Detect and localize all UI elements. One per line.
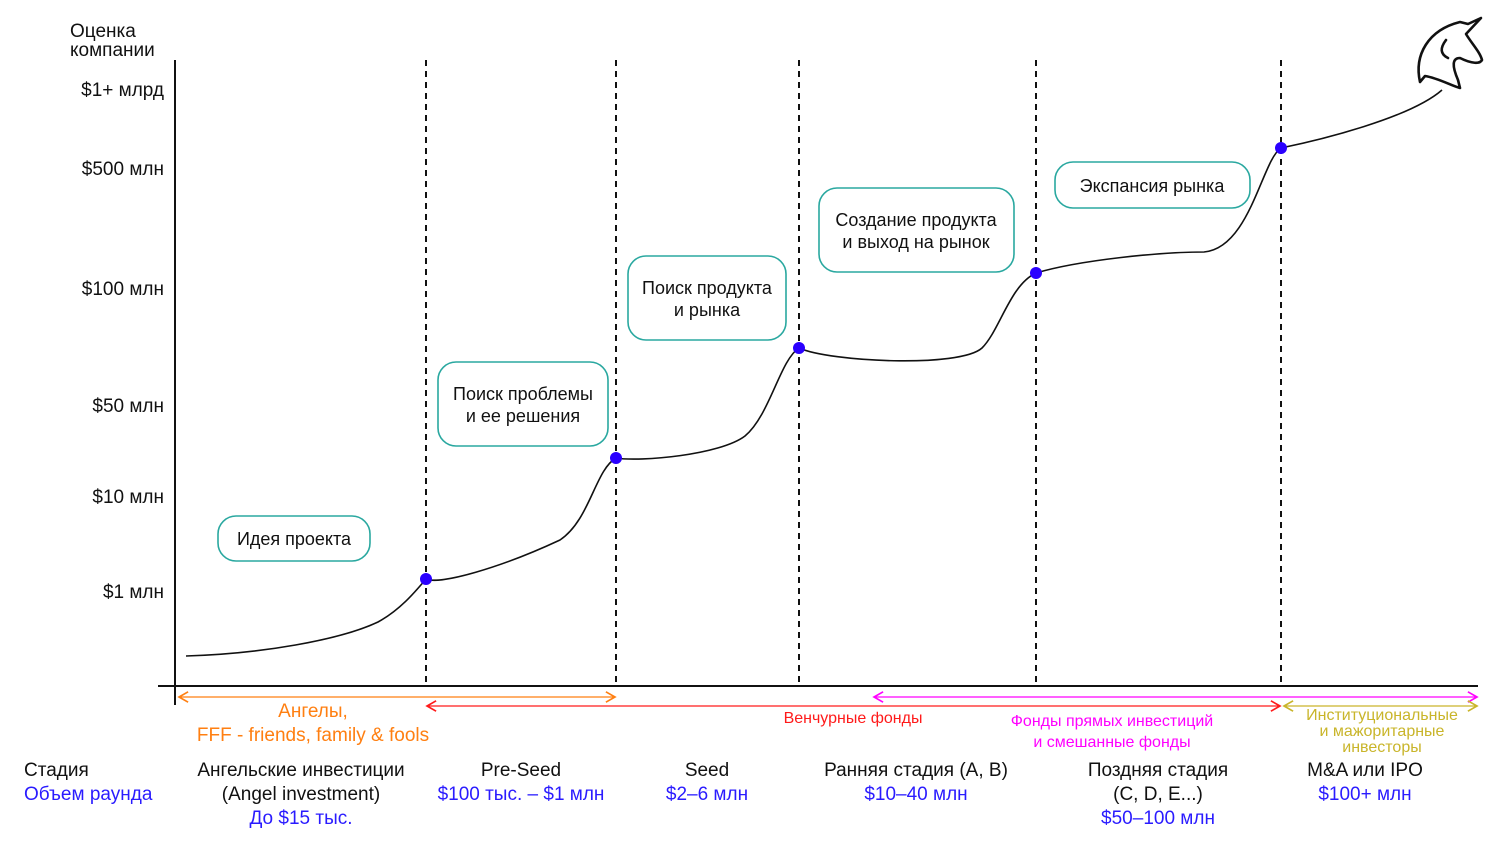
- stage-round: До $15 тыс.: [249, 808, 352, 829]
- stage-name: Поздняя стадия: [1088, 760, 1228, 781]
- y-tick-label: $1 млн: [103, 582, 164, 603]
- phase-label: и рынка: [674, 300, 741, 320]
- phase-box-idea: [217, 515, 371, 562]
- stage-point: [1275, 142, 1287, 154]
- institutional-label: инвесторы: [1342, 739, 1421, 756]
- stage-name: M&A или IPO: [1307, 760, 1423, 781]
- stage-name: Ангельские инвестиции: [197, 760, 404, 781]
- stage-round: $2–6 млн: [666, 784, 748, 805]
- phase-label: Экспансия рынка: [1080, 176, 1226, 196]
- stage-name: Pre-Seed: [481, 760, 561, 781]
- y-tick-label: $10 млн: [92, 487, 164, 508]
- phase-box-product-market: [627, 255, 787, 341]
- y-tick-label: $100 млн: [82, 279, 164, 300]
- phase-label: и ее решения: [466, 406, 580, 426]
- angels-label: FFF - friends, family & fools: [197, 725, 429, 746]
- y-axis-title: Оценка: [70, 21, 136, 42]
- angels-label: Ангелы,: [278, 701, 348, 722]
- stage-name: (C, D, E...): [1113, 784, 1203, 805]
- stage-round: $50–100 млн: [1101, 808, 1215, 829]
- unicorn-icon: [1417, 16, 1484, 90]
- y-tick-label: $50 млн: [92, 396, 164, 417]
- stage-name: Seed: [685, 760, 729, 781]
- venture-label: Венчурные фонды: [784, 710, 923, 727]
- institutional-label: Институциональные: [1306, 707, 1458, 724]
- stage-row-label: Стадия: [24, 760, 89, 781]
- y-axis-title: компании: [70, 40, 155, 61]
- pe-label: Фонды прямых инвестиций: [1011, 713, 1213, 730]
- stage-name: Ранняя стадия (A, B): [824, 760, 1008, 781]
- stage-name: (Angel investment): [222, 784, 380, 805]
- phase-label: Поиск продукта: [642, 278, 773, 298]
- phase-label: Поиск проблемы: [453, 384, 593, 404]
- institutional-label: и мажоритарные: [1320, 723, 1445, 740]
- phase-box-expansion: [1054, 161, 1251, 209]
- stage-round: $10–40 млн: [864, 784, 967, 805]
- phase-label: Идея проекта: [237, 529, 352, 549]
- valuation-curve: [185, 89, 1443, 657]
- stage-round: $100 тыс. – $1 млн: [438, 784, 605, 805]
- phase-box-problem: [437, 361, 609, 447]
- stage-point: [610, 452, 622, 464]
- phase-label: и выход на рынок: [842, 232, 989, 252]
- y-tick-label: $500 млн: [82, 159, 164, 180]
- phase-box-build-launch: [818, 187, 1015, 273]
- round-row-label: Объем раунда: [24, 784, 153, 805]
- stage-round: $100+ млн: [1318, 784, 1411, 805]
- phase-label: Создание продукта: [835, 210, 997, 230]
- stage-point: [793, 342, 805, 354]
- pe-label: и смешанные фонды: [1033, 734, 1190, 751]
- stage-point: [1030, 267, 1042, 279]
- stage-point: [420, 573, 432, 585]
- y-tick-label: $1+ млрд: [81, 80, 164, 101]
